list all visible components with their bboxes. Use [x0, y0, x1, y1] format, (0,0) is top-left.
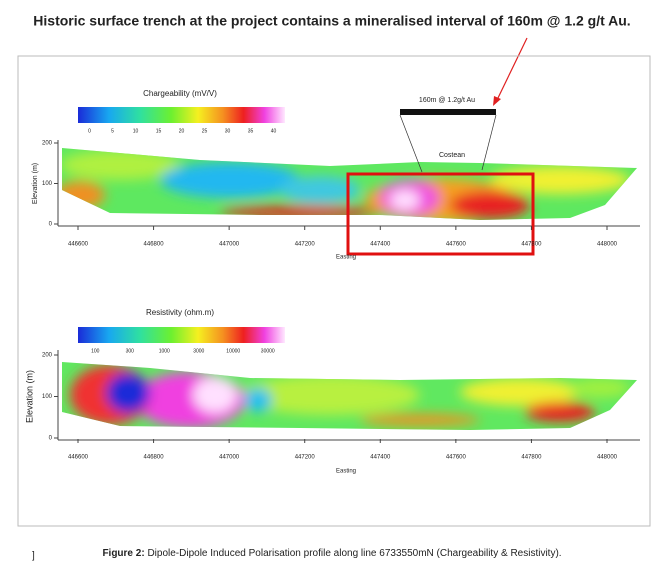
y-axis-label: Elevation (m) — [32, 163, 39, 204]
x-tick-label: 447400 — [370, 455, 391, 461]
title: Historic surface trench at the project c… — [33, 13, 630, 29]
x-tick-label: 447000 — [219, 242, 240, 248]
colorbar-label: Resistivity (ohm.m) — [146, 308, 214, 317]
leader — [399, 114, 423, 173]
x-tick-label: 447800 — [521, 455, 542, 461]
x-tick-label: 447200 — [295, 455, 316, 461]
x-tick-label: 448000 — [597, 242, 618, 248]
caption: Figure 2: Dipole-Dipole Induced Polarisa… — [102, 548, 561, 559]
y-tick-label: 200 — [42, 141, 53, 147]
x-tick-label: 447000 — [219, 455, 240, 461]
colorbar-tick-label: 30000 — [261, 348, 275, 354]
colorbar-tick-label: 10 — [133, 128, 139, 134]
arrow — [496, 37, 528, 101]
x-axis-label: Easting — [336, 255, 356, 261]
resistivity-section — [62, 362, 637, 430]
leader — [481, 114, 497, 171]
x-tick-label: 447200 — [295, 242, 316, 248]
colorbar-tick-label: 5 — [111, 128, 114, 134]
caption-label: Figure 2: — [102, 548, 144, 559]
x-tick-label: 447600 — [446, 242, 467, 248]
highlight-box — [346, 172, 535, 256]
colorbar-tick-label: 0 — [88, 128, 91, 134]
colorbar — [78, 327, 285, 343]
y-axis-label: Elevation (m) — [24, 370, 34, 423]
x-tick-label: 446800 — [144, 242, 165, 248]
colorbar — [78, 107, 285, 123]
y-tick-label: 100 — [42, 394, 53, 400]
colorbar-tick-label: 15 — [156, 128, 162, 134]
x-tick-label: 446800 — [144, 455, 165, 461]
arrow-head — [493, 96, 501, 106]
interval-label: 160m @ 1.2g/t Au — [419, 97, 475, 104]
colorbar-tick-label: 30 — [225, 128, 231, 134]
interval-bar — [400, 109, 496, 115]
x-tick-label: 448000 — [597, 455, 618, 461]
colorbar-tick-label: 1000 — [159, 348, 170, 354]
x-tick-label: 446600 — [68, 455, 89, 461]
x-tick-label: 446600 — [68, 242, 89, 248]
colorbar-tick-label: 100 — [91, 348, 100, 354]
colorbar-tick-label: 3000 — [193, 348, 204, 354]
chargeability-section — [62, 148, 637, 220]
y-tick-label: 0 — [49, 222, 53, 228]
y-tick-label: 100 — [42, 181, 53, 187]
y-tick-label: 200 — [42, 353, 53, 359]
figure-frame — [17, 55, 651, 527]
caption-text: Dipole-Dipole Induced Polarisation profi… — [145, 548, 562, 559]
x-tick-label: 447800 — [521, 242, 542, 248]
colorbar-tick-label: 25 — [202, 128, 208, 134]
colorbar-label: Chargeability (mV/V) — [143, 89, 217, 98]
x-tick-label: 447400 — [370, 242, 391, 248]
colorbar-tick-label: 300 — [126, 348, 135, 354]
y-tick-label: 0 — [49, 436, 53, 442]
colorbar-tick-label: 10000 — [226, 348, 240, 354]
colorbar-tick-label: 40 — [271, 128, 277, 134]
x-axis-label: Easting — [336, 469, 356, 475]
x-tick-label: 447600 — [446, 455, 467, 461]
colorbar-tick-label: 35 — [248, 128, 254, 134]
margin-mark: ] — [32, 551, 35, 562]
costean-label: Costean — [439, 152, 465, 159]
colorbar-tick-label: 20 — [179, 128, 185, 134]
